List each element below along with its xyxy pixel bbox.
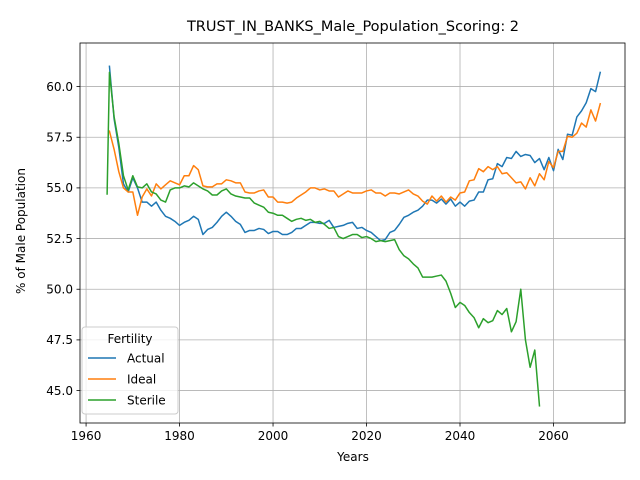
y-tick-label: 57.5	[46, 131, 73, 145]
legend-box	[81, 326, 179, 415]
axis-ticks: 1960 1980 2000 2020 2040 2060 45.0 47.5 50.0 52.5…	[46, 80, 568, 443]
y-tick-label: 45.0	[46, 384, 73, 398]
legend-label-actual: Actual	[127, 351, 165, 365]
legend-label-ideal: Ideal	[127, 372, 156, 386]
series-line-actual	[108, 65, 602, 242]
chart-title: TRUST_IN_BANKS_Male_Population_Scoring: …	[186, 19, 519, 35]
x-axis-title: Years	[336, 450, 369, 464]
y-tick-label: 47.5	[46, 333, 73, 347]
series-lines	[106, 65, 602, 407]
y-tick-label: 52.5	[46, 232, 73, 246]
legend-label-sterile: Sterile	[127, 393, 166, 407]
series-line-sterile	[106, 71, 541, 407]
x-tick-label: 2040	[445, 429, 476, 443]
legend-entries: Actual Ideal Sterile	[88, 351, 166, 407]
y-axis-title: % of Male Population	[14, 168, 28, 294]
legend: Fertility Actual Ideal Sterile	[81, 326, 179, 415]
legend-title: Fertility	[107, 332, 152, 346]
plot-frame	[79, 42, 626, 424]
x-tick-label: 2000	[258, 429, 289, 443]
y-tick-label: 60.0	[46, 80, 73, 94]
x-tick-label: 1980	[164, 429, 195, 443]
y-tick-label: 50.0	[46, 283, 73, 297]
y-tick-label: 55.0	[46, 181, 73, 195]
x-tick-label: 1960	[71, 429, 102, 443]
x-tick-label: 2060	[538, 429, 569, 443]
x-tick-label: 2020	[351, 429, 382, 443]
series-line-ideal	[108, 102, 602, 217]
